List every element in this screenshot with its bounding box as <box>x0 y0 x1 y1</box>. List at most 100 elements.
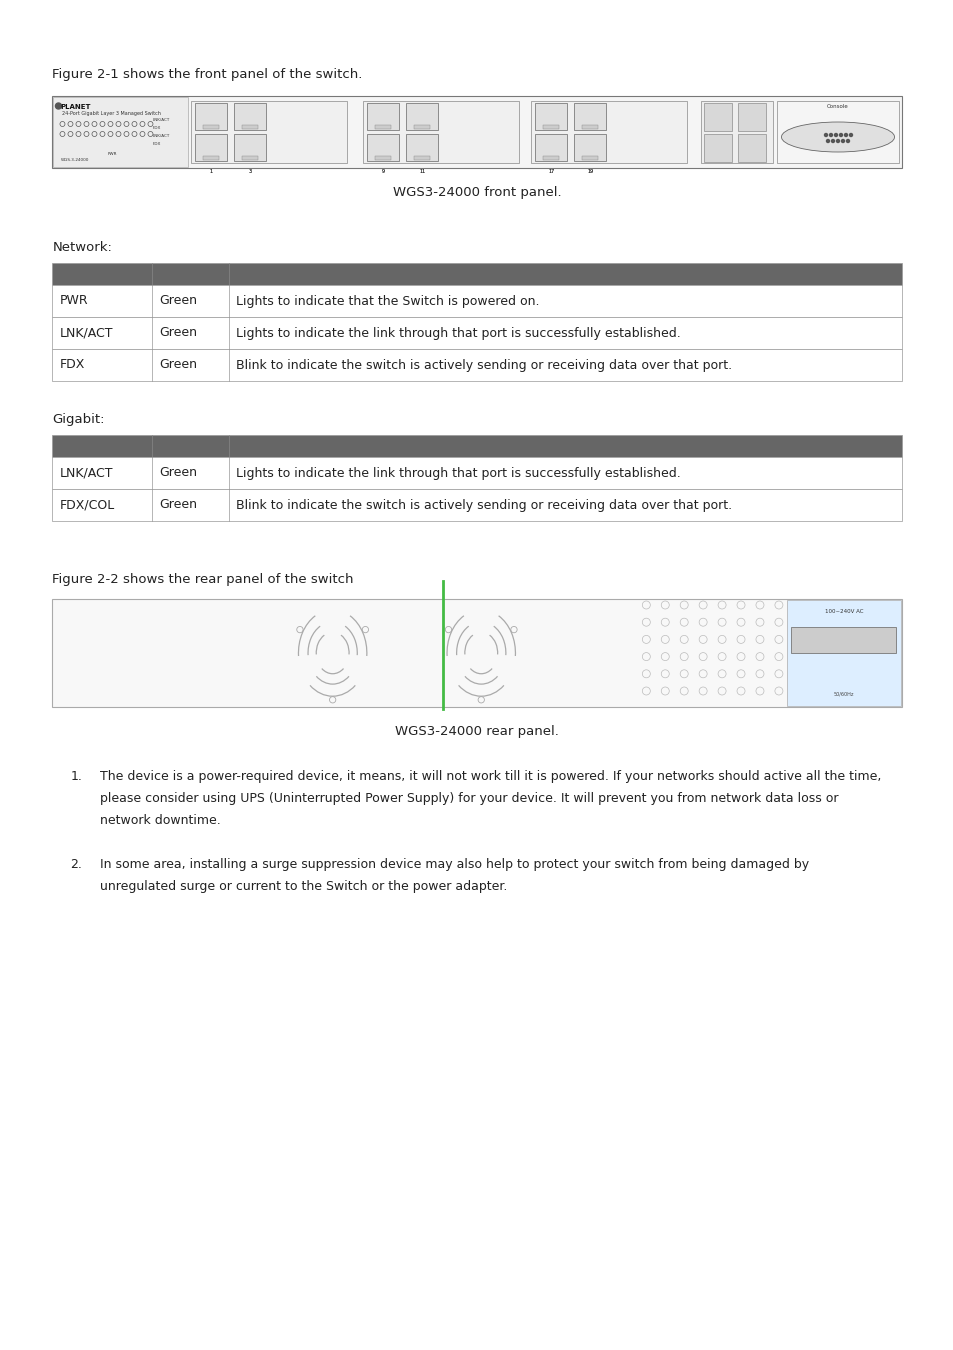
Bar <box>703 103 732 131</box>
Bar <box>738 134 765 162</box>
Text: Lights to indicate the link through that port is successfully established.: Lights to indicate the link through that… <box>235 327 680 339</box>
Bar <box>700 101 773 163</box>
Text: please consider using UPS (Uninterrupted Power Supply) for your device. It will : please consider using UPS (Uninterrupted… <box>100 792 838 805</box>
Bar <box>234 103 266 130</box>
Bar <box>582 157 598 161</box>
Circle shape <box>828 134 832 136</box>
Bar <box>535 103 567 130</box>
Text: 9: 9 <box>381 169 385 174</box>
Circle shape <box>823 134 826 136</box>
Text: WGS3-24000 rear panel.: WGS3-24000 rear panel. <box>395 725 558 738</box>
Bar <box>195 103 227 130</box>
Text: FDX: FDX <box>152 126 161 130</box>
Text: WGS3-24000 front panel.: WGS3-24000 front panel. <box>393 186 560 198</box>
Text: Blink to indicate the switch is actively sending or receiving data over that por: Blink to indicate the switch is actively… <box>235 498 732 512</box>
Bar <box>406 134 438 161</box>
Text: 2.: 2. <box>71 859 82 871</box>
Circle shape <box>839 134 841 136</box>
Text: Green: Green <box>158 327 196 339</box>
Circle shape <box>848 134 852 136</box>
Bar <box>574 134 606 161</box>
Text: 100~240V AC: 100~240V AC <box>824 609 862 614</box>
Text: Green: Green <box>158 294 196 308</box>
Bar <box>195 134 227 161</box>
Bar <box>790 626 895 653</box>
Text: Lights to indicate the link through that port is successfully established.: Lights to indicate the link through that… <box>235 467 680 479</box>
Text: The device is a power-required device, it means, it will not work till it is pow: The device is a power-required device, i… <box>100 769 881 783</box>
Text: Green: Green <box>158 498 196 512</box>
Text: LNK/ACT: LNK/ACT <box>152 117 170 121</box>
Bar <box>52 96 901 167</box>
Text: FDX/COL: FDX/COL <box>59 498 114 512</box>
Circle shape <box>834 134 837 136</box>
Bar <box>414 157 430 161</box>
Text: 3: 3 <box>249 169 252 174</box>
Text: 9: 9 <box>381 169 385 174</box>
Circle shape <box>825 139 828 143</box>
Bar <box>234 134 266 161</box>
Ellipse shape <box>781 122 894 153</box>
Text: Figure 2-1 shows the front panel of the switch.: Figure 2-1 shows the front panel of the … <box>52 68 362 81</box>
Circle shape <box>831 139 834 143</box>
Bar <box>52 599 901 707</box>
Bar <box>777 101 898 163</box>
Circle shape <box>843 134 846 136</box>
Text: 17: 17 <box>548 169 554 174</box>
Text: 11: 11 <box>419 169 425 174</box>
Text: LNK/ACT: LNK/ACT <box>59 327 112 339</box>
Bar <box>543 126 558 130</box>
Bar <box>52 350 901 381</box>
Text: PLANET: PLANET <box>60 104 91 109</box>
Bar <box>406 103 438 130</box>
Circle shape <box>55 103 61 109</box>
Text: 17: 17 <box>548 169 554 174</box>
Bar <box>367 103 399 130</box>
Text: Green: Green <box>158 467 196 479</box>
Text: unregulated surge or current to the Switch or the power adapter.: unregulated surge or current to the Swit… <box>100 880 507 892</box>
Text: FDX: FDX <box>152 142 161 146</box>
Circle shape <box>841 139 843 143</box>
Bar <box>375 126 391 130</box>
Circle shape <box>845 139 848 143</box>
Bar <box>582 126 598 130</box>
Bar <box>574 103 606 130</box>
Text: WGS.3-24000: WGS.3-24000 <box>60 158 89 162</box>
Text: Network:: Network: <box>52 242 112 254</box>
Text: 3: 3 <box>249 169 252 174</box>
Bar <box>535 134 567 161</box>
Text: Figure 2-2 shows the rear panel of the switch: Figure 2-2 shows the rear panel of the s… <box>52 572 354 586</box>
Text: Lights to indicate that the Switch is powered on.: Lights to indicate that the Switch is po… <box>235 294 539 308</box>
Bar <box>52 285 901 317</box>
Text: Blink to indicate the switch is actively sending or receiving data over that por: Blink to indicate the switch is actively… <box>235 359 732 371</box>
Bar <box>52 317 901 350</box>
Text: 1: 1 <box>210 169 213 174</box>
Text: 50/60Hz: 50/60Hz <box>833 693 854 697</box>
Bar <box>242 126 258 130</box>
Bar <box>414 126 430 130</box>
Bar <box>53 97 189 167</box>
Bar <box>203 157 219 161</box>
Bar <box>52 263 901 285</box>
Bar <box>363 101 519 163</box>
Text: PWR: PWR <box>108 153 117 157</box>
Text: network downtime.: network downtime. <box>100 814 221 828</box>
Text: Gigabit:: Gigabit: <box>52 413 105 427</box>
Text: Console: Console <box>826 104 848 109</box>
Bar <box>192 101 347 163</box>
Circle shape <box>836 139 839 143</box>
Bar <box>242 157 258 161</box>
Text: Green: Green <box>158 359 196 371</box>
Bar <box>703 134 732 162</box>
Bar <box>375 157 391 161</box>
Text: In some area, installing a surge suppression device may also help to protect you: In some area, installing a surge suppres… <box>100 859 809 871</box>
Bar <box>367 134 399 161</box>
Bar <box>52 435 901 458</box>
Bar <box>786 599 900 706</box>
Bar <box>203 126 219 130</box>
Bar <box>543 157 558 161</box>
Bar <box>52 489 901 521</box>
Text: 1.: 1. <box>71 769 82 783</box>
Text: PWR: PWR <box>59 294 88 308</box>
Bar <box>52 458 901 489</box>
Text: LNK/ACT: LNK/ACT <box>59 467 112 479</box>
